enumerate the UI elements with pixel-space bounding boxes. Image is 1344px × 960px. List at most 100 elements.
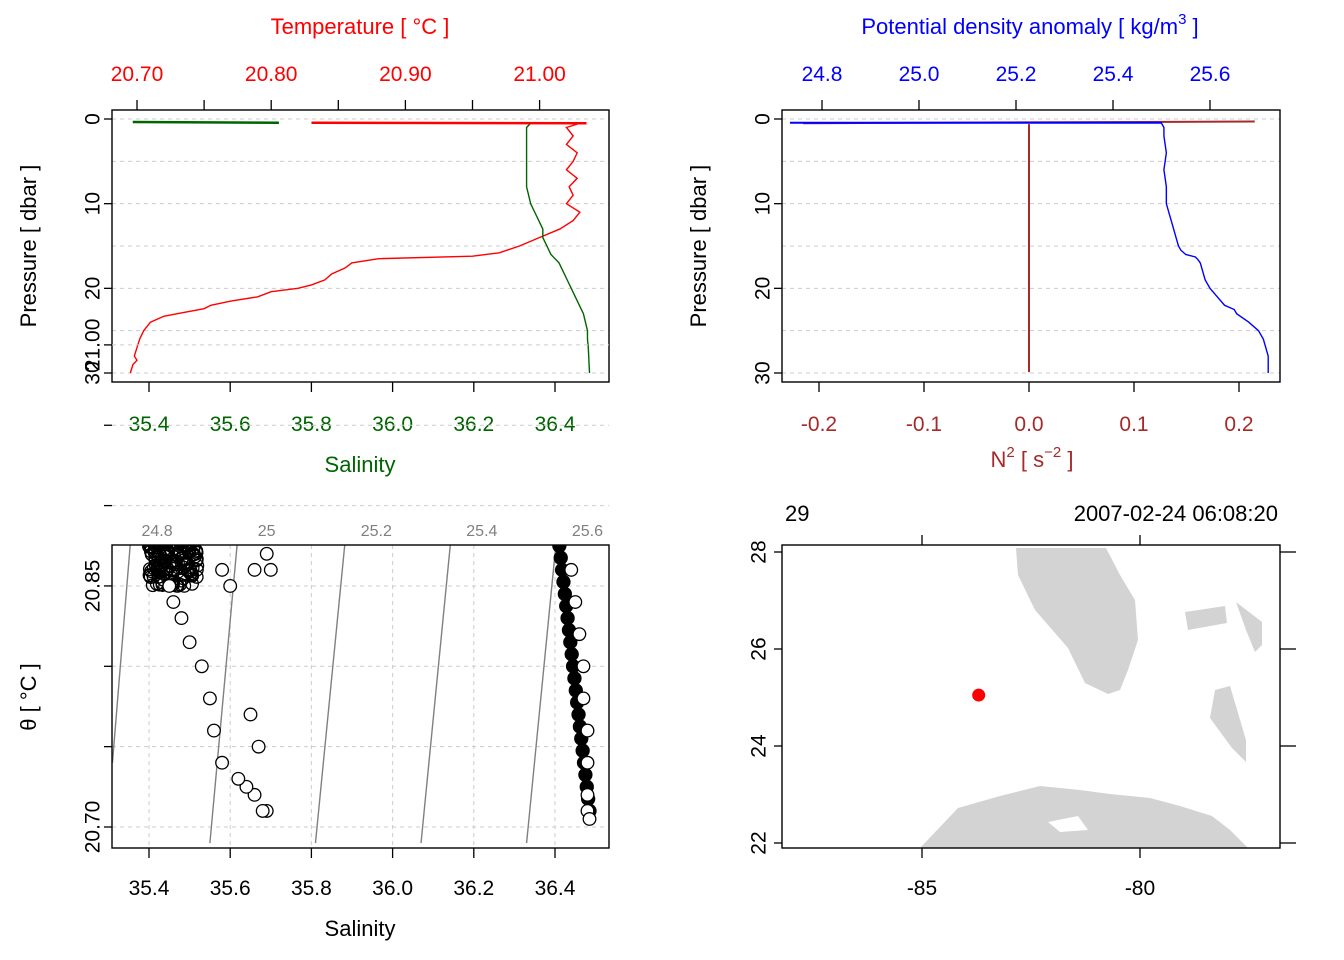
ts-dense-point <box>135 482 148 495</box>
ts-dense-point <box>136 460 149 473</box>
ts-dense-point <box>205 457 218 470</box>
ts-point <box>476 306 489 319</box>
ts-dense-point <box>152 455 165 468</box>
ts-dense-point <box>195 494 208 507</box>
ts-deep-point <box>545 467 558 480</box>
ts-dense-point <box>179 308 192 321</box>
ts-deep-point <box>531 346 544 359</box>
profile-ts-data <box>129 120 591 374</box>
ts-dense-point <box>182 507 195 520</box>
ts-dense-point <box>164 509 177 522</box>
ts-dense-point <box>206 478 219 491</box>
ts-dense-point <box>158 293 171 306</box>
ts-dense-point <box>143 502 156 515</box>
ts-dense-point <box>189 545 203 558</box>
ts-point <box>528 306 541 319</box>
ts-point <box>162 579 177 593</box>
ts-dense-point <box>131 507 144 520</box>
ts-dense-point <box>165 448 178 461</box>
ts-dense-point <box>195 357 208 370</box>
ts-dense-point <box>167 506 180 519</box>
ts-dense-point <box>134 398 147 411</box>
ts-dense-point <box>170 465 183 478</box>
ts-dense-point <box>139 447 152 460</box>
ts-dense-point <box>189 510 202 523</box>
ts-point <box>463 290 476 303</box>
ts-dense-point <box>183 437 196 450</box>
ts-dense-point <box>157 508 170 521</box>
ts-deep-point <box>564 647 579 662</box>
ts-dense-point <box>186 521 199 534</box>
ts-point <box>484 290 497 303</box>
density-axis-title: Potential density anomaly [ kg/m3 ] <box>861 11 1198 39</box>
ts-dense-point <box>164 508 177 521</box>
ts-point <box>580 755 595 770</box>
ts-dense-point <box>145 322 158 335</box>
ts-dense-point <box>127 449 140 462</box>
ts-salinity-tick-label: 35.6 <box>210 877 251 900</box>
ts-dense-point <box>183 450 196 463</box>
ts-dense-point <box>182 462 195 475</box>
ts-dense-point <box>184 526 197 539</box>
ts-dense-point <box>133 288 146 301</box>
ts-dense-point <box>185 325 198 338</box>
ts-dense-point <box>134 481 147 494</box>
ts-dense-point <box>179 446 192 459</box>
ts-point <box>568 595 583 609</box>
ts-dense-point <box>177 466 190 479</box>
ts-dense-point <box>182 439 195 452</box>
ts-dense-point <box>178 362 191 375</box>
ts-dense-point <box>144 511 157 524</box>
ts-dense-point <box>195 296 208 309</box>
ts-dense-point <box>124 443 137 456</box>
ts-dense-point <box>140 352 153 365</box>
ts-dense-point <box>176 513 189 526</box>
ts-dense-point <box>197 365 210 378</box>
profile-density-axes: 0 10 20 30 24.8 25.0 25.2 25.4 25.6 -0.2 -0.1 0.0 0.… <box>752 63 1254 436</box>
ts-dense-point <box>195 292 208 305</box>
ts-dense-point <box>216 308 229 321</box>
ts-dense-point <box>193 455 206 468</box>
ts-dense-point <box>187 375 200 388</box>
ts-dense-point <box>139 446 152 459</box>
ts-dense-point <box>179 468 192 481</box>
ts-dense-point <box>167 383 180 396</box>
ts-dense-point <box>196 462 209 475</box>
ts-dense-point <box>206 458 219 471</box>
ts-dense-point <box>169 411 182 424</box>
ts-dense-point <box>142 486 155 499</box>
ts-dense-point <box>205 289 218 302</box>
ts-dense-point <box>204 369 217 382</box>
ts-dense-point <box>193 435 206 448</box>
cuba-bay <box>1048 816 1088 832</box>
ts-dense-point <box>131 449 144 462</box>
land-masses <box>920 548 1262 848</box>
ts-dense-point <box>199 469 212 482</box>
ts-dense-point <box>177 366 190 379</box>
ts-dense-point <box>198 428 211 441</box>
n2-tick-label: -0.2 <box>801 413 837 436</box>
ts-dense-point <box>170 545 184 550</box>
profile-density-frame <box>781 109 1281 383</box>
ts-dense-point <box>152 457 165 470</box>
ts-dense-point <box>140 509 153 522</box>
ts-dense-point <box>132 506 145 519</box>
ts-dense-point <box>203 449 216 462</box>
ts-dense-point <box>164 461 177 474</box>
ts-dense-point <box>162 480 175 493</box>
ts-dense-point <box>141 435 154 448</box>
ts-dense-points <box>124 288 597 819</box>
ts-point <box>557 467 570 480</box>
ts-dense-point <box>198 387 211 400</box>
ts-dense-point <box>205 307 218 320</box>
ts-dense-point <box>147 508 160 521</box>
ts-dense-point <box>192 439 205 452</box>
ts-dense-point <box>181 410 194 423</box>
ts-dense-point <box>213 306 226 319</box>
ts-point <box>174 611 189 626</box>
ts-dense-point <box>185 421 198 434</box>
ts-dense-point <box>189 339 202 352</box>
ts-dense-point <box>186 427 199 440</box>
ts-dense-point <box>198 517 211 530</box>
ts-dense-point <box>190 457 203 470</box>
